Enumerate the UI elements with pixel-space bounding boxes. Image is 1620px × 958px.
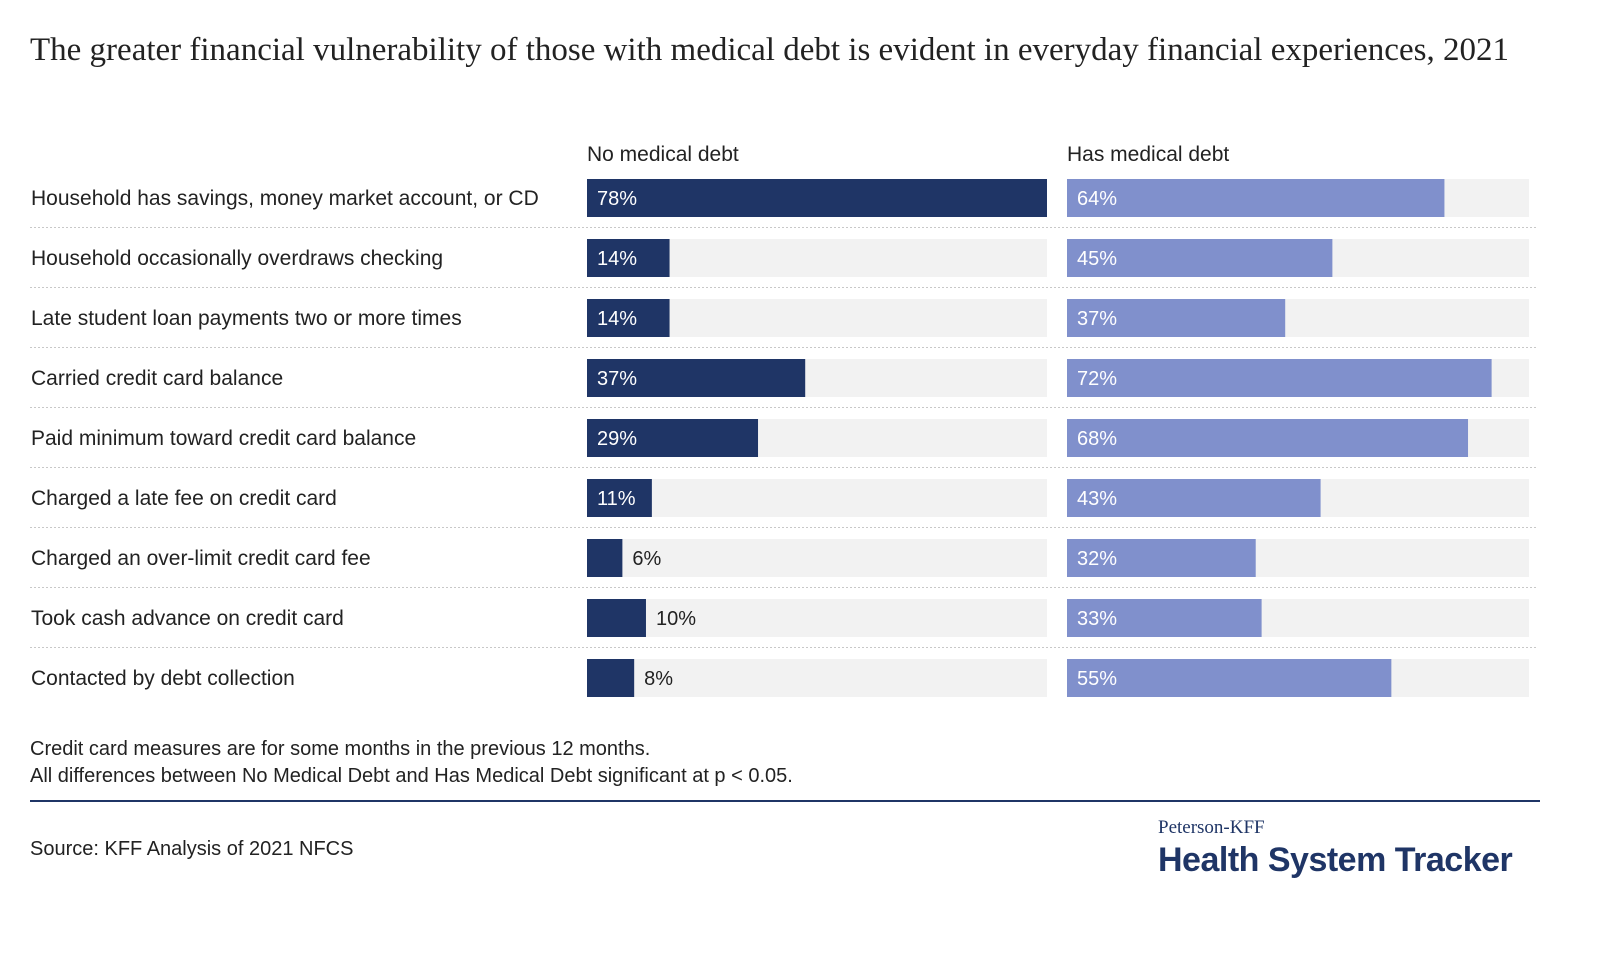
data-label: 68% (1077, 428, 1117, 450)
bar-chart: Household has savings, money market acco… (30, 179, 1538, 697)
category-label: Household occasionally overdraws checkin… (31, 247, 443, 270)
bar-track (587, 659, 1047, 697)
data-label: 14% (597, 308, 637, 330)
data-label: 10% (656, 608, 696, 630)
category-label: Household has savings, money market acco… (31, 187, 539, 210)
data-label: 45% (1077, 248, 1117, 270)
chart-title: The greater financial vulnerability of t… (30, 32, 1509, 68)
bar (1067, 359, 1492, 397)
footnotes: Credit card measures are for some months… (30, 736, 793, 790)
bar (587, 419, 759, 457)
bar-track (587, 479, 1047, 517)
data-label: 37% (1077, 308, 1117, 330)
data-label: 72% (1077, 368, 1117, 390)
bar (1067, 659, 1392, 697)
bar (587, 599, 646, 637)
category-label: Took cash advance on credit card (31, 607, 344, 630)
data-label: 11% (597, 488, 636, 510)
bar (587, 359, 806, 397)
bar (1067, 239, 1333, 277)
bar-track (587, 599, 1047, 637)
bar-track (587, 539, 1047, 577)
footnote-significance: All differences between No Medical Debt … (30, 765, 793, 787)
divider-line (30, 800, 1540, 802)
bar (587, 299, 670, 337)
data-label: 43% (1077, 488, 1117, 510)
bar (587, 179, 1047, 217)
data-label: 29% (597, 428, 637, 450)
bar (1067, 599, 1262, 637)
brand-logo: Peterson-KFF Health System Tracker (1158, 816, 1540, 880)
bar (1067, 539, 1256, 577)
category-label: Paid minimum toward credit card balance (31, 427, 416, 450)
bar (587, 239, 670, 277)
logo-peterson-kff: Peterson-KFF (1158, 817, 1265, 838)
bar (1067, 479, 1321, 517)
data-label: 8% (644, 668, 673, 690)
data-label: 78% (597, 188, 637, 210)
data-label: 32% (1077, 548, 1117, 570)
category-label: Charged a late fee on credit card (31, 487, 337, 510)
data-label: 55% (1077, 668, 1117, 690)
bar (1067, 179, 1445, 217)
bar (1067, 299, 1286, 337)
bar (587, 479, 652, 517)
source-note: Source: KFF Analysis of 2021 NFCS (30, 838, 354, 860)
series-header-no-medical-debt: No medical debt (587, 143, 739, 166)
data-label: 14% (597, 248, 637, 270)
logo-health-system-tracker: Health System Tracker (1158, 841, 1513, 879)
data-label: 37% (597, 368, 637, 390)
series-header-has-medical-debt: Has medical debt (1067, 143, 1230, 166)
category-label: Carried credit card balance (31, 367, 283, 390)
bar (1067, 419, 1469, 457)
category-label: Contacted by debt collection (31, 667, 295, 690)
data-label: 64% (1077, 188, 1117, 210)
data-label: 6% (632, 548, 661, 570)
category-label: Late student loan payments two or more t… (31, 307, 462, 330)
category-label: Charged an over-limit credit card fee (31, 547, 371, 570)
bar (587, 659, 635, 697)
bar (587, 539, 623, 577)
data-label: 33% (1077, 608, 1117, 630)
footnote-credit-card: Credit card measures are for some months… (30, 738, 651, 760)
